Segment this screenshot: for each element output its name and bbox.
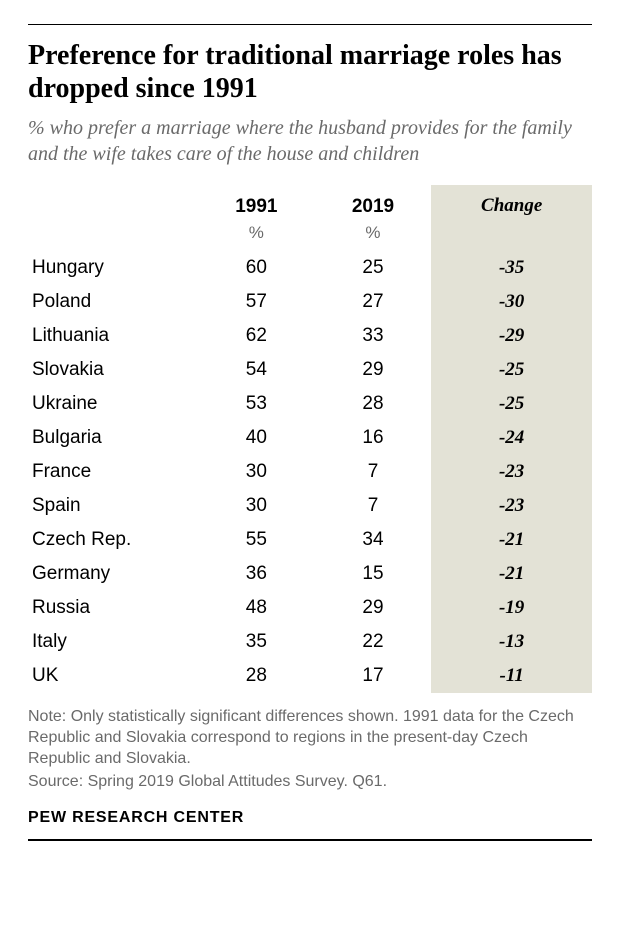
footnote: Note: Only statistically significant dif…	[28, 707, 592, 769]
brand-attribution: PEW RESEARCH CENTER	[28, 809, 592, 827]
cell-year2: 27	[315, 285, 432, 319]
cell-year2: 16	[315, 421, 432, 455]
cell-country: Lithuania	[28, 319, 198, 353]
cell-change: -21	[431, 523, 592, 557]
cell-country: Italy	[28, 625, 198, 659]
cell-year1: 54	[198, 353, 315, 387]
cell-year2: 33	[315, 319, 432, 353]
table-row: Russia4829-19	[28, 591, 592, 625]
cell-country: Russia	[28, 591, 198, 625]
cell-year1: 57	[198, 285, 315, 319]
cell-country: France	[28, 455, 198, 489]
table-row: Bulgaria4016-24	[28, 421, 592, 455]
table-row: UK2817-11	[28, 659, 592, 693]
table-row: Slovakia5429-25	[28, 353, 592, 387]
cell-year1: 40	[198, 421, 315, 455]
table-row: France307-23	[28, 455, 592, 489]
cell-country: Czech Rep.	[28, 523, 198, 557]
cell-country: UK	[28, 659, 198, 693]
cell-change: -24	[431, 421, 592, 455]
cell-year2: 17	[315, 659, 432, 693]
cell-change: -19	[431, 591, 592, 625]
cell-year1: 48	[198, 591, 315, 625]
cell-year1: 30	[198, 455, 315, 489]
header-blank	[28, 185, 198, 223]
cell-change: -11	[431, 659, 592, 693]
cell-year2: 7	[315, 455, 432, 489]
cell-year2: 15	[315, 557, 432, 591]
cell-change: -25	[431, 387, 592, 421]
cell-year1: 53	[198, 387, 315, 421]
cell-year1: 36	[198, 557, 315, 591]
cell-country: Slovakia	[28, 353, 198, 387]
cell-year2: 25	[315, 251, 432, 285]
cell-year2: 7	[315, 489, 432, 523]
cell-year1: 62	[198, 319, 315, 353]
header-change: Change	[431, 185, 592, 223]
header-year2: 2019	[315, 185, 432, 223]
data-table: 1991 2019 Change % % Hungary6025-35Polan…	[28, 185, 592, 693]
cell-change: -23	[431, 489, 592, 523]
chart-subtitle: % who prefer a marriage where the husban…	[28, 115, 592, 167]
header-unit1: %	[198, 223, 315, 251]
table-row: Czech Rep.5534-21	[28, 523, 592, 557]
table-row: Poland5727-30	[28, 285, 592, 319]
cell-year1: 55	[198, 523, 315, 557]
cell-change: -21	[431, 557, 592, 591]
cell-change: -13	[431, 625, 592, 659]
top-rule	[28, 24, 592, 25]
table-row: Spain307-23	[28, 489, 592, 523]
cell-change: -35	[431, 251, 592, 285]
cell-change: -23	[431, 455, 592, 489]
chart-title: Preference for traditional marriage role…	[28, 39, 592, 105]
cell-year1: 30	[198, 489, 315, 523]
cell-year1: 35	[198, 625, 315, 659]
cell-country: Germany	[28, 557, 198, 591]
bottom-rule	[28, 839, 592, 841]
cell-year2: 29	[315, 353, 432, 387]
cell-change: -29	[431, 319, 592, 353]
cell-change: -25	[431, 353, 592, 387]
header-year1: 1991	[198, 185, 315, 223]
header-change-blank	[431, 223, 592, 251]
cell-year2: 22	[315, 625, 432, 659]
cell-year2: 28	[315, 387, 432, 421]
cell-year2: 34	[315, 523, 432, 557]
cell-country: Hungary	[28, 251, 198, 285]
source-line: Source: Spring 2019 Global Attitudes Sur…	[28, 773, 592, 791]
header-blank2	[28, 223, 198, 251]
header-unit2: %	[315, 223, 432, 251]
cell-country: Bulgaria	[28, 421, 198, 455]
cell-country: Ukraine	[28, 387, 198, 421]
cell-year1: 60	[198, 251, 315, 285]
cell-year1: 28	[198, 659, 315, 693]
cell-country: Poland	[28, 285, 198, 319]
table-row: Hungary6025-35	[28, 251, 592, 285]
cell-year2: 29	[315, 591, 432, 625]
table-row: Lithuania6233-29	[28, 319, 592, 353]
cell-country: Spain	[28, 489, 198, 523]
table-row: Italy3522-13	[28, 625, 592, 659]
table-row: Germany3615-21	[28, 557, 592, 591]
table-row: Ukraine5328-25	[28, 387, 592, 421]
cell-change: -30	[431, 285, 592, 319]
